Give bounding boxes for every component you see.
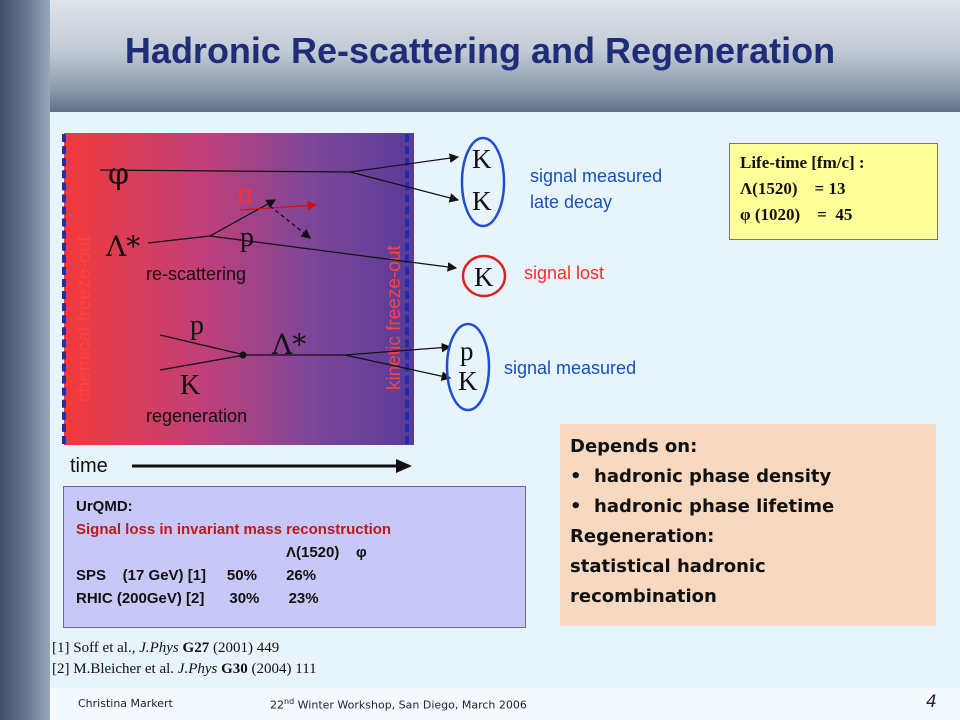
lambda-star-label-2: Λ* <box>272 328 307 361</box>
depends-item-density: • hadronic phase density <box>570 466 832 487</box>
time-arrow-head <box>396 459 412 473</box>
footer-workshop: 22nd Winter Workshop, San Diego, March 2… <box>270 697 527 712</box>
ellipse-k-lost <box>461 254 507 298</box>
ref2-volume: G30 <box>221 661 248 677</box>
urqmd-box: UrQMD: Signal loss in invariant mass rec… <box>63 486 526 628</box>
urqmd-columns: Λ(1520) φ <box>286 544 367 561</box>
signal-measured-label-1: signal measured <box>530 166 663 186</box>
k-in-label: K <box>180 370 201 401</box>
page-number: 4 <box>926 692 937 712</box>
k-out-track <box>344 354 452 381</box>
kinetic-freeze-out-line <box>405 134 409 444</box>
rescattering-label: re-scattering <box>146 264 247 284</box>
k-out-label-4: K <box>458 366 478 396</box>
footer-bar <box>50 688 960 720</box>
p-label-2: p <box>190 310 204 341</box>
k-out-label-3: K <box>474 262 494 292</box>
k-track-1 <box>349 153 460 173</box>
depends-item-lifetime: • hadronic phase lifetime <box>570 496 835 517</box>
ellipse-k-pair <box>460 136 506 228</box>
urqmd-title: UrQMD: <box>76 498 133 515</box>
footer-author: Christina Markert <box>78 697 173 710</box>
freeze-out-panel <box>64 133 414 445</box>
k-out-label-2: K <box>472 186 492 216</box>
ref2-journal: J.Phys <box>177 661 218 677</box>
regeneration-label: regeneration <box>146 406 248 426</box>
ref1-authors: [1] Soff et al., <box>52 640 140 656</box>
footer-workshop-rest: Winter Workshop, San Diego, March 2006 <box>294 698 527 712</box>
lifetime-header: Life-time [fm/c] : <box>740 153 865 172</box>
urqmd-row-sps: SPS (17 GeV) [1] 50% 26% <box>76 567 317 584</box>
proton-track <box>209 199 277 237</box>
footer-workshop-num: 22 <box>270 698 284 712</box>
ref1-volume: G27 <box>182 640 210 656</box>
reference-2: [2] M.Bleicher et al. J.Phys G30 (2004) … <box>52 661 317 678</box>
regeneration-line-2: recombination <box>570 586 717 607</box>
lifetime-box: Life-time [fm/c] : Λ(1520) = 13 φ (1020)… <box>729 143 938 240</box>
p-label-1: p <box>240 222 254 253</box>
regeneration-vertex <box>239 351 247 359</box>
lambda-track <box>147 235 211 244</box>
depends-box: Depends on: • hadronic phase density • h… <box>560 424 936 626</box>
footer-workshop-sup: nd <box>284 697 295 706</box>
k-out-label-1: K <box>472 144 492 174</box>
k-track-2 <box>349 171 460 203</box>
depends-item-lifetime-text: hadronic phase lifetime <box>594 496 835 517</box>
time-label: time <box>70 455 108 477</box>
ellipse-pk-pair <box>445 322 491 412</box>
depends-header: Depends on: <box>570 436 698 457</box>
signal-lost-label: signal lost <box>524 263 605 283</box>
left-band <box>0 0 50 720</box>
ref1-year-page: (2001) 449 <box>209 640 280 656</box>
lifetime-row-1020: φ (1020) = 45 <box>740 205 853 224</box>
urqmd-subtitle: Signal loss in invariant mass reconstruc… <box>76 521 392 538</box>
p-out-label: p <box>460 336 474 366</box>
chemical-freeze-out-line <box>62 134 66 444</box>
ref1-journal: J.Phys <box>139 640 179 656</box>
urqmd-row-rhic: RHIC (200GeV) [2] 30% 23% <box>76 590 319 607</box>
regeneration-header: Regeneration: <box>570 526 715 547</box>
reference-1: [1] Soff et al., J.Phys G27 (2001) 449 <box>52 640 279 657</box>
ref2-authors: [2] M.Bleicher et al. <box>52 661 178 677</box>
lambda-star-label: Λ* <box>106 230 141 263</box>
p-out-track <box>344 342 452 356</box>
lifetime-row-1520: Λ(1520) = 13 <box>740 179 846 198</box>
signal-measured-label-2: signal measured <box>504 358 637 378</box>
depends-item-density-text: hadronic phase density <box>594 466 832 487</box>
phi-track <box>99 169 351 173</box>
pion-track <box>239 200 318 211</box>
ref2-year-page: (2004) 111 <box>247 661 317 677</box>
p-in-track <box>159 334 246 356</box>
late-decay-label: late decay <box>530 192 613 212</box>
k-in-track <box>159 354 246 371</box>
header-band <box>0 0 960 112</box>
slide-title: Hadronic Re-scattering and Regeneration <box>124 30 836 71</box>
pi-label: π <box>236 180 254 210</box>
k-lost-track <box>209 235 458 272</box>
regeneration-line-1: statistical hadronic <box>570 556 766 577</box>
scattered-track <box>269 205 311 239</box>
phi-label: φ <box>108 157 130 192</box>
